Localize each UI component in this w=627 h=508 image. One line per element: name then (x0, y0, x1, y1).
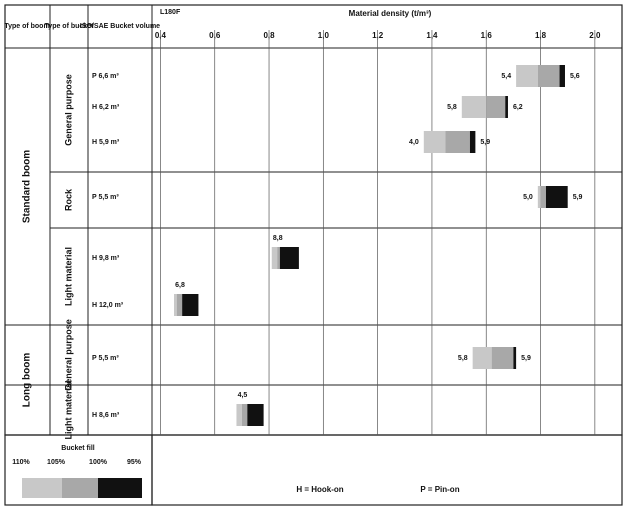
model: L180F (160, 9, 181, 16)
legend-label: 100% (89, 459, 108, 466)
range-segment (540, 186, 546, 208)
range-segment (182, 294, 199, 316)
value-label: 5,0 (523, 194, 533, 201)
value-label: 4,0 (409, 139, 419, 146)
range-segment (559, 65, 565, 87)
legend-swatch (98, 478, 142, 498)
value-label: 5,9 (521, 355, 531, 362)
bucket-volume: H 6,2 m³ (92, 104, 120, 111)
range-segment (472, 347, 492, 369)
bucket-label: General purpose (63, 319, 73, 391)
range-segment (469, 131, 476, 153)
bucket-volume: H 9,8 m³ (92, 255, 120, 262)
range-segment (537, 65, 560, 87)
axis-title: Material density (t/m³) (349, 9, 432, 18)
range-segment (279, 247, 299, 269)
bucket-volume: P 5,5 m³ (92, 355, 119, 362)
bucket-label: Light material (63, 380, 73, 439)
range-segment (537, 186, 541, 208)
value-label: 6,8 (175, 282, 185, 289)
range-segment (247, 404, 264, 426)
value-label: 5,6 (570, 73, 580, 80)
range-segment (445, 131, 470, 153)
value-label: 5,8 (447, 104, 457, 111)
note: H = Hook-on (296, 485, 343, 494)
range-segment (423, 131, 446, 153)
range-segment (176, 294, 183, 316)
range-segment (505, 96, 508, 118)
value-label: 5,4 (501, 73, 511, 80)
value-label: 6,2 (513, 104, 523, 111)
legend-label: 105% (47, 459, 66, 466)
range-segment (236, 404, 242, 426)
bucket-label: Light material (63, 247, 73, 306)
range-segment (545, 186, 568, 208)
range-segment (513, 347, 517, 369)
range-segment (271, 247, 278, 269)
bucket-volume: P 5,5 m³ (92, 194, 119, 201)
bucket-volume: H 5,9 m³ (92, 139, 120, 146)
legend-title: Bucket fill (61, 445, 95, 452)
notes-frame (151, 434, 623, 506)
value-label: 8,8 (273, 235, 283, 242)
bucket-volume: H 12,0 m³ (92, 302, 124, 309)
note: P = Pin-on (420, 485, 459, 494)
boom-label: Long boom (22, 353, 33, 408)
bucket-label: Rock (63, 188, 73, 211)
bucket-label: General purpose (63, 74, 73, 146)
column-header: Type of boom (4, 23, 49, 30)
value-label: 5,9 (573, 194, 583, 201)
legend-label: 95% (127, 459, 142, 466)
legend-label: 110% (12, 459, 30, 466)
column-header: ISO/SAE Bucket volume (80, 23, 160, 30)
range-segment (491, 347, 514, 369)
range-segment (174, 294, 177, 316)
range-segment (241, 404, 248, 426)
range-segment (516, 65, 538, 87)
range-segment (461, 96, 487, 118)
column-header: Type of bucket (45, 23, 95, 30)
bucket-volume: P 6,6 m³ (92, 73, 119, 80)
value-label: 5,8 (458, 355, 468, 362)
range-segment (486, 96, 506, 118)
boom-label: Standard boom (22, 150, 33, 223)
legend-swatch (22, 478, 62, 498)
bucket-volume: H 8,6 m³ (92, 412, 120, 419)
value-label: 4,5 (238, 392, 248, 399)
value-label: 5,9 (480, 139, 490, 146)
legend-swatch (62, 478, 98, 498)
range-segment (277, 247, 280, 269)
